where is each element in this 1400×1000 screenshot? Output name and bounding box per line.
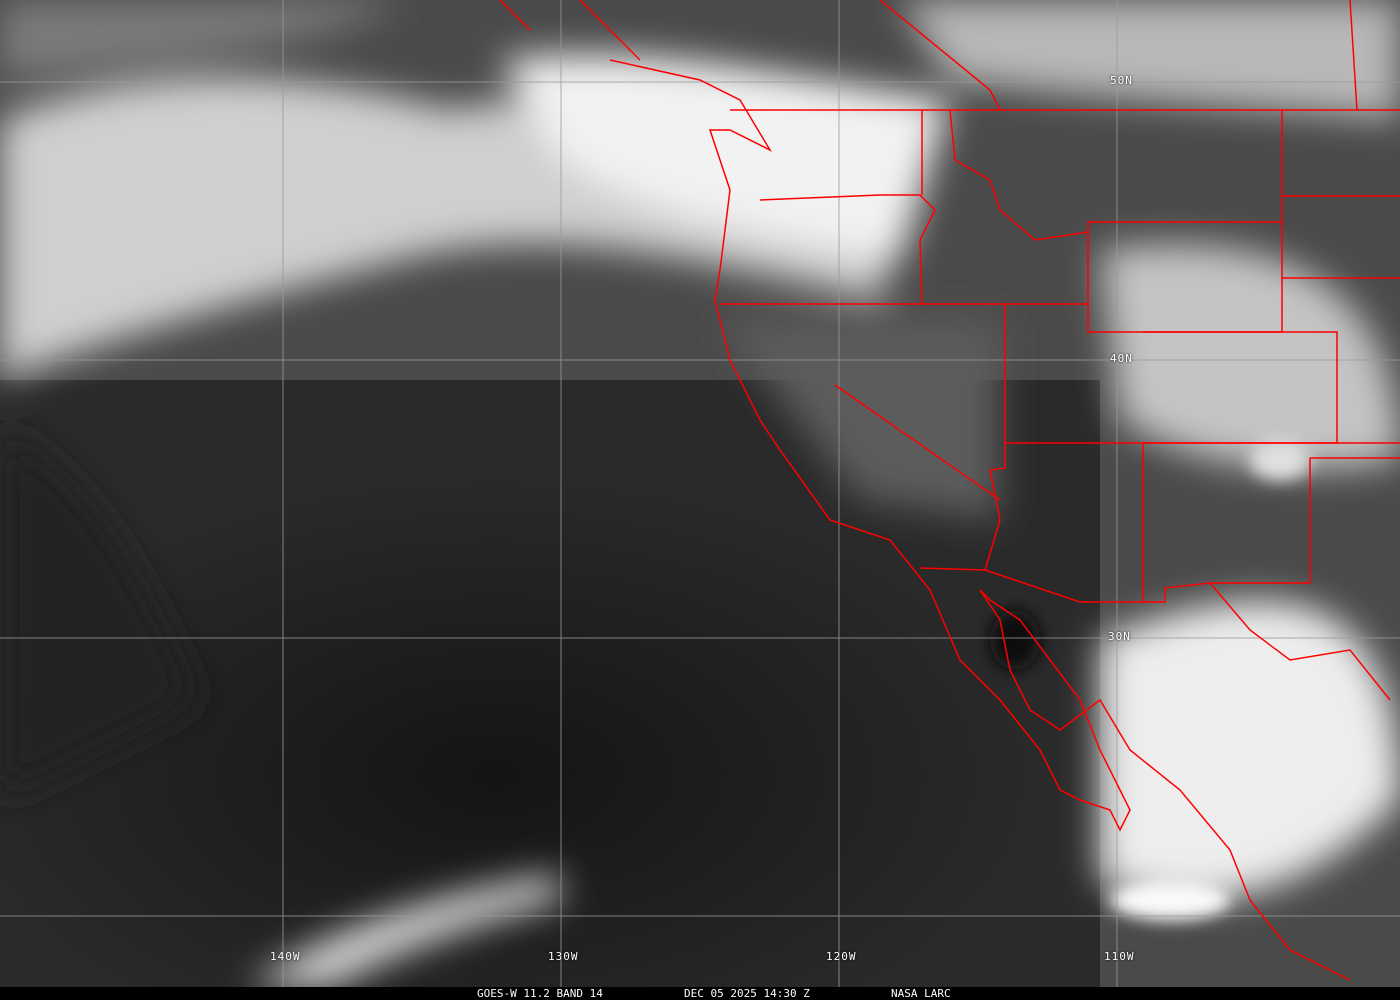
satellite-band-label: GOES-W 11.2 BAND 14 [477, 987, 603, 1000]
caption-bar: GOES-W 11.2 BAND 14 DEC 05 2025 14:30 Z … [0, 987, 1400, 1000]
datetime-label: DEC 05 2025 14:30 Z [684, 987, 810, 1000]
lon-label-130w: 130W [548, 950, 579, 963]
lon-label-120w: 120W [826, 950, 857, 963]
lat-label-50n: 50N [1110, 74, 1133, 87]
source-label: NASA LARC [891, 987, 951, 1000]
lat-label-40n: 40N [1110, 352, 1133, 365]
lat-label-30n: 30N [1108, 630, 1131, 643]
political-boundaries [499, 0, 1400, 981]
lon-label-140w: 140W [270, 950, 301, 963]
lon-label-110w: 110W [1104, 950, 1135, 963]
